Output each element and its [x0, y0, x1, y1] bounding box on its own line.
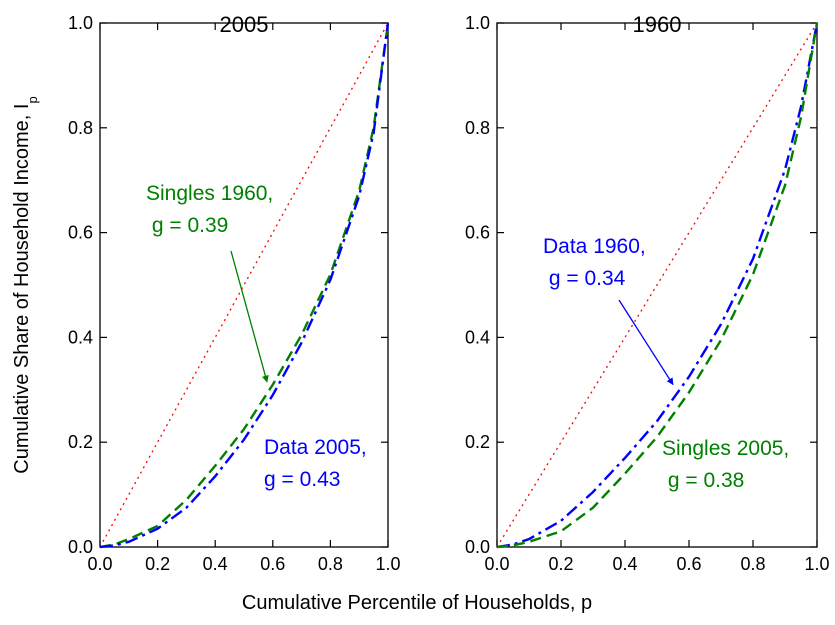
- annotation-singles-1960-line1: Singles 1960,: [146, 182, 273, 205]
- x-tick-label: 0.6: [676, 554, 701, 574]
- y-tick-label: 0.4: [465, 327, 490, 347]
- y-axis-label-main: Cumulative Share of Household Income, I: [11, 104, 33, 474]
- y-tick-label: 0.4: [68, 327, 93, 347]
- x-tick-label: 0.4: [612, 554, 637, 574]
- x-tick-label: 0.0: [87, 554, 112, 574]
- x-tick-label: 0.2: [548, 554, 573, 574]
- data-1960-line: [496, 22, 819, 549]
- y-tick-label: 0.6: [465, 223, 490, 243]
- annotation-data-1960-line1: Data 1960,: [543, 235, 646, 258]
- annotation-data-2005-line2: g = 0.43: [264, 468, 340, 491]
- y-tick-label: 0.8: [465, 118, 490, 138]
- axis-ticks: 0.0 0.2 0.4 0.6 0.8 1.0 0.0 0.2 0.4 0.6 0.8 1.0: [68, 13, 401, 574]
- x-tick-label: 0.4: [203, 554, 228, 574]
- x-tick-label: 0.8: [740, 554, 765, 574]
- y-tick-label: 0.2: [68, 432, 93, 452]
- panel-2005: 0.0 0.2 0.4 0.6 0.8 1.0 0.0 0.2 0.4 0.6 0.8 1.0 200…: [68, 12, 401, 574]
- y-tick-label: 0.0: [68, 537, 93, 557]
- annotation-singles-2005-line1: Singles 2005,: [662, 437, 789, 460]
- equality-diagonal-line: [99, 22, 389, 548]
- series-group: [99, 22, 390, 549]
- axis-ticks: 0.0 0.2 0.4 0.6 0.8 1.0 0.0 0.2 0.4 0.6 0.8 1.0: [465, 13, 830, 574]
- y-tick-label: 0.2: [465, 432, 490, 452]
- annotation-singles-1960-line2: g = 0.39: [146, 214, 228, 237]
- y-tick-label: 0.8: [68, 118, 93, 138]
- annotation-arrow-data-1960: [618, 299, 674, 386]
- y-tick-label: 1.0: [465, 13, 490, 33]
- y-tick-label: 0.0: [465, 537, 490, 557]
- y-axis-label: Cumulative Share of Household Income, Ip: [11, 96, 40, 473]
- x-tick-label: 1.0: [375, 554, 400, 574]
- equality-diagonal-line: [496, 22, 818, 548]
- plot-frame: [496, 22, 818, 548]
- panel-title: 2005: [220, 12, 269, 37]
- data-2005-line: [99, 22, 390, 549]
- annotation-arrow-singles-1960: [230, 250, 269, 383]
- panel-1960: 0.0 0.2 0.4 0.6 0.8 1.0 0.0 0.2 0.4 0.6 0.8 1.0 196…: [465, 12, 830, 574]
- panel-title: 1960: [633, 12, 682, 37]
- singles-1960-line: [99, 22, 390, 549]
- x-tick-label: 0.2: [145, 554, 170, 574]
- series-group: [496, 22, 819, 549]
- x-tick-label: 0.6: [260, 554, 285, 574]
- y-tick-label: 0.6: [68, 223, 93, 243]
- y-axis-label-subscript: p: [25, 96, 40, 103]
- singles-2005-line: [496, 22, 819, 549]
- x-axis-label: Cumulative Percentile of Households, p: [242, 592, 592, 614]
- y-tick-label: 1.0: [68, 13, 93, 33]
- x-tick-label: 0.8: [318, 554, 343, 574]
- plot-frame: [99, 22, 389, 548]
- x-tick-label: 0.0: [484, 554, 509, 574]
- x-tick-label: 1.0: [804, 554, 829, 574]
- annotation-singles-2005-line2: g = 0.38: [662, 469, 744, 492]
- annotation-data-2005-line1: Data 2005,: [264, 436, 367, 459]
- annotation-data-1960-line2: g = 0.34: [543, 267, 626, 290]
